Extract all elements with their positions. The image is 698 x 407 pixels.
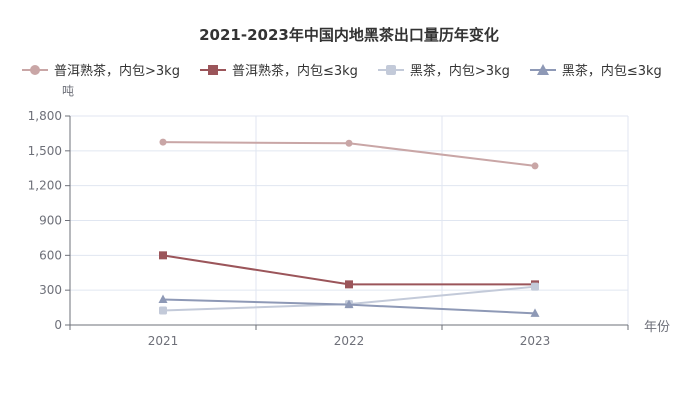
y-tick-label: 900 (39, 214, 62, 228)
legend-swatch-3 (529, 63, 556, 75)
legend-label-1: 普洱熟茶，内包≤3kg (231, 64, 358, 79)
legend-item-0[interactable]: 普洱熟茶，内包>3kg (22, 60, 180, 79)
legend-item-3[interactable]: 黑茶，内包≤3kg (529, 60, 662, 79)
legend-label-2: 黑茶，内包>3kg (409, 64, 510, 79)
x-axis-name: 年份 (644, 320, 671, 335)
x-tick-label: 2021 (148, 334, 179, 348)
data-point-0 (159, 138, 167, 146)
legend-swatch-1 (199, 64, 226, 75)
y-tick-label: 600 (39, 248, 62, 262)
x-tick-label: 2022 (334, 334, 365, 348)
legend-item-2[interactable]: 黑茶，内包>3kg (377, 60, 510, 79)
y-tick-label: 1,500 (28, 144, 62, 158)
legend: 普洱熟茶，内包>3kg 普洱熟茶，内包≤3kg 黑茶，内包>3kg 黑茶，内包≤… (22, 60, 662, 79)
legend-label-3: 黑茶，内包≤3kg (561, 64, 662, 79)
y-tick-label: 0 (54, 318, 62, 332)
data-point-3 (158, 294, 168, 303)
data-point-0 (345, 139, 353, 147)
legend-label-0: 普洱熟茶，内包>3kg (54, 64, 180, 79)
data-point-1 (345, 280, 353, 289)
x-tick-label: 2023 (520, 334, 551, 348)
legend-swatch-2 (377, 64, 404, 75)
data-point-2 (531, 282, 539, 291)
data-point-3 (344, 299, 354, 309)
legend-item-1[interactable]: 普洱熟茶，内包≤3kg (199, 60, 358, 79)
y-tick-label: 1,200 (28, 179, 62, 193)
y-tick-label: 300 (39, 283, 62, 297)
data-point-2 (159, 306, 167, 315)
data-point-0 (531, 162, 539, 170)
y-tick-label: 1,800 (28, 109, 62, 123)
legend-swatch-0 (22, 64, 48, 75)
data-point-3 (530, 308, 540, 317)
y-axis-unit: 吨 (62, 84, 75, 98)
chart-title: 2021-2023年中国内地黑茶出口量历年变化 (199, 26, 499, 44)
series-line-1 (162, 254, 535, 286)
data-point-1 (159, 251, 167, 260)
